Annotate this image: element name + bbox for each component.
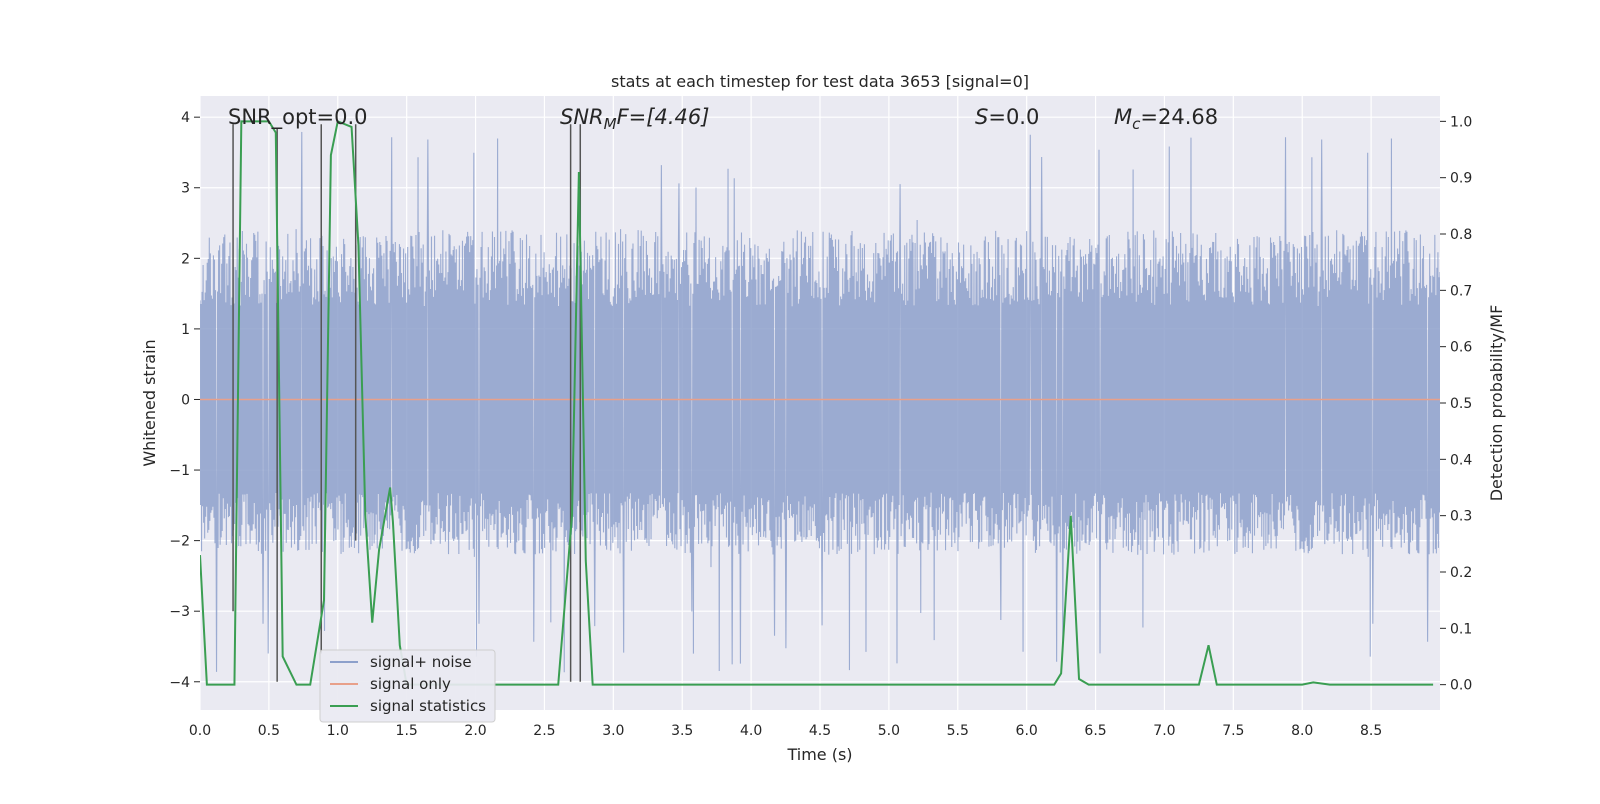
legend: signal+ noise signal only signal statist… [319,649,496,723]
signal-statistics-line [200,119,1434,686]
y-tick-label: −4 [169,675,190,691]
x-tick-label: 5.0 [878,723,900,739]
x-tick-label: 3.0 [602,723,624,739]
x-tick-label: 7.5 [1222,723,1244,739]
legend-label-signal-only: signal only [370,675,451,693]
x-tick-label: 2.0 [464,723,486,739]
y-axis-ticks: 4 3 2 1 0 −1 −2 −3 −4 [169,110,200,691]
annotation-s: S=0.0 [975,105,1039,129]
y-tick-label: −3 [169,604,190,620]
y2-tick-label: 0.1 [1450,621,1472,637]
x-tick-label: 6.5 [1084,723,1106,739]
y-tick-label: −1 [169,463,190,479]
x-tick-label: 7.0 [1153,723,1175,739]
y-axis-label: Whitened strain [140,339,159,466]
legend-box [319,649,496,723]
y-tick-label: 0 [181,392,190,408]
x-tick-label: 2.5 [533,723,555,739]
x-tick-label: 3.5 [671,723,693,739]
x-axis-ticks: 0.0 0.5 1.0 1.5 2.0 2.5 3.0 3.5 4.0 4.5 5.0 5.5 6.0 6… [189,723,1382,739]
signal-noise-line [200,131,1440,673]
y-tick-label: 4 [181,110,190,126]
y2-tick-label: 0.4 [1450,452,1472,468]
y-tick-label: 3 [181,181,190,197]
x-tick-label: 4.0 [740,723,762,739]
x-tick-label: 1.5 [396,723,418,739]
x-axis-label: Time (s) [786,745,852,764]
annotation-snr-opt: SNR_opt=0.0 [228,105,368,130]
x-tick-label: 8.5 [1360,723,1382,739]
y2-tick-label: 0.9 [1450,171,1472,187]
x-tick-label: 4.5 [809,723,831,739]
x-tick-label: 6.0 [1016,723,1038,739]
y2-tick-label: 1.0 [1450,114,1472,130]
x-tick-label: 0.0 [189,723,211,739]
annotation-snr-mf: SNRMF=[4.46] [560,105,709,133]
y2-tick-label: 0.6 [1450,340,1472,356]
x-tick-label: 1.0 [327,723,349,739]
annotation-mc: Mc=24.68 [1114,105,1218,133]
y2-tick-label: 0.7 [1450,283,1472,299]
legend-label-signal-noise: signal+ noise [370,653,472,671]
chart-title: stats at each timestep for test data 365… [611,72,1029,91]
y2-axis-ticks: 1.0 0.9 0.8 0.7 0.6 0.5 0.4 0.3 0.2 0.1 0.0 [1440,114,1472,694]
signal-noise-series [200,131,1440,673]
y2-tick-label: 0.0 [1450,678,1472,694]
y2-tick-label: 0.5 [1450,396,1472,412]
y2-axis-label: Detection probability/MF [1487,305,1506,502]
x-tick-label: 8.0 [1291,723,1313,739]
x-tick-label: 5.5 [947,723,969,739]
x-tick-label: 0.5 [258,723,280,739]
y-tick-label: 1 [181,322,190,338]
y2-tick-label: 0.8 [1450,227,1472,243]
y-tick-label: −2 [169,534,190,550]
signal-statistics-series [200,119,1434,686]
legend-label-signal-statistics: signal statistics [370,697,486,715]
y2-tick-label: 0.3 [1450,509,1472,525]
y2-tick-label: 0.2 [1450,565,1472,581]
y-tick-label: 2 [181,251,190,267]
